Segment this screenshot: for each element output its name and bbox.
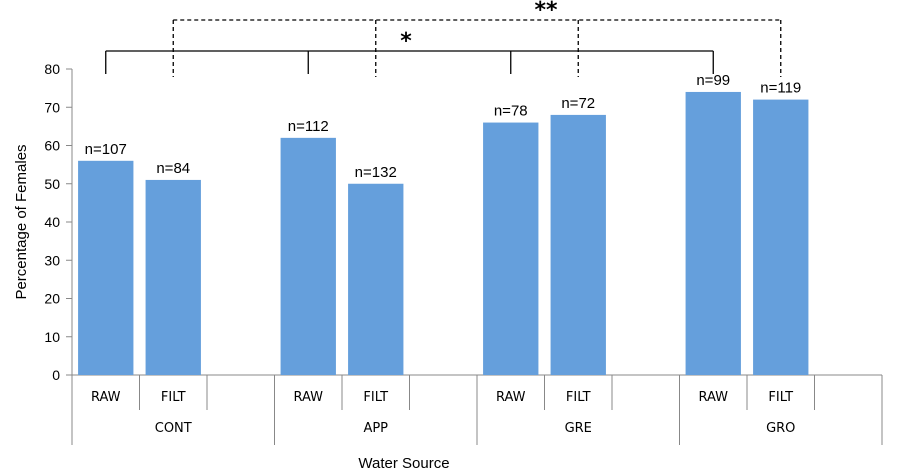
x-subcategory-label: FILT [363,390,388,405]
y-tick-label: 80 [44,61,60,77]
x-axis-title: Water Source [358,455,449,472]
x-group-label: APP [363,421,388,436]
bar [280,137,336,375]
y-axis-title: Percentage of Females [13,144,30,299]
y-tick-label: 30 [44,252,60,268]
y-tick-label: 70 [44,99,60,115]
x-subcategory-label: RAW [698,390,728,405]
bar [753,99,809,375]
bar-data-label: n=107 [85,141,127,158]
x-group-label: GRE [565,421,592,436]
bar [78,160,134,375]
significance-label: * [400,29,412,54]
x-subcategory-label: RAW [91,390,121,405]
x-group-label: GRO [766,421,795,436]
bar-data-label: n=99 [696,72,730,89]
axes: 0 10 20 30 40 50 60 70 80 [44,61,883,445]
x-subcategory-label: FILT [768,390,793,405]
y-tick-label: 10 [44,329,60,345]
y-tick-label: 60 [44,138,60,154]
bar [685,91,741,375]
bar [145,179,201,375]
significance-brackets: *** [105,0,782,77]
x-subcategory-label: FILT [161,390,186,405]
bar-data-label: n=72 [561,95,595,112]
data-labels: n=107 n=84 n=112 n=132 n=78 n=72 n=99 n=119 [85,72,802,181]
bar [483,122,539,375]
bar [348,183,404,375]
bar-data-label: n=132 [355,164,397,181]
bars [78,91,809,376]
y-tick-label: 50 [44,176,60,192]
bar-data-label: n=119 [760,80,801,97]
x-subcategory-label: RAW [293,390,323,405]
x-subcategory-label: RAW [496,390,526,405]
bar-data-label: n=78 [494,103,528,120]
x-group-label: CONT [155,421,192,436]
x-subcategory-label: FILT [566,390,591,405]
significance-label: ** [534,0,558,23]
bar [550,114,606,376]
y-tick-label: 20 [44,291,60,307]
y-tick-label: 40 [44,214,60,230]
y-tick-label: 0 [52,367,60,383]
bar-data-label: n=84 [156,160,190,177]
x-category-labels: CONT RAW FILT APP RAW FILT GRE RAW FILT GRO RAW FIL… [91,390,795,436]
bar-data-label: n=112 [288,118,329,135]
